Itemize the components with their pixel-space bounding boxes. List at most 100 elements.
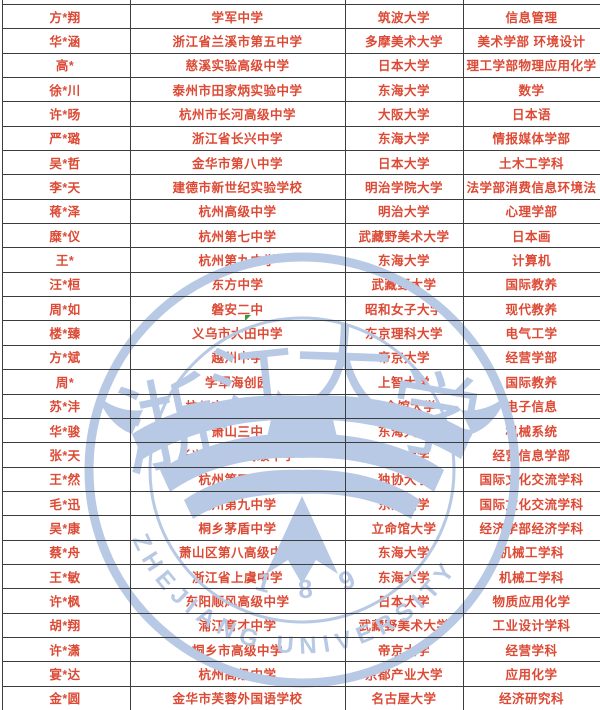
university-cell: 立命馆大学 (371, 400, 437, 415)
name-cell: 王* (55, 254, 75, 269)
school-cell: 杭州第九中学 (198, 497, 277, 512)
name-cell: 宴*达 (49, 667, 81, 682)
university-cell: 东海大学 (377, 424, 430, 439)
table-row: 李*天 建德市新世纪实验学校 明治学院大学 法学部消费信息环境法 (0, 174, 600, 198)
university-cell: 东海大学 (377, 570, 430, 585)
major-cell: 计算机 (511, 254, 551, 269)
major-cell: 国际文化交流学科 (479, 473, 584, 488)
major-cell: 应用化学 (505, 667, 558, 682)
school-cell: 义乌市大田中学 (191, 327, 283, 342)
major-cell: 经营学科 (505, 643, 558, 658)
university-cell: 日本大学 (377, 59, 430, 74)
school-cell: 杭州第九中学 (198, 254, 277, 269)
major-cell: 工业设计学科 (492, 619, 571, 634)
school-cell: 萧山区第八高级中学 (178, 546, 296, 561)
school-cell: 越州中学 (211, 351, 264, 366)
name-cell: 吴*康 (49, 521, 81, 536)
table-row: 许*枫 东阳顺风高级中学 日本大学 物质应用化学 (0, 588, 600, 612)
university-cell: 昭和女子大学 (364, 302, 443, 317)
name-cell: 徐*川 (49, 83, 81, 98)
table-row: 方*翔 学军中学 筑波大学 信息管理 (0, 4, 600, 28)
table-row: 方*斌 越州中学 帝京大学 经营学部 (0, 345, 600, 369)
university-cell: 帝京大学 (377, 448, 430, 463)
name-cell: 方*斌 (49, 351, 81, 366)
major-cell: 理工学部物理应用化学 (466, 59, 597, 74)
school-cell: 长兴南太湖高级中学 (178, 448, 296, 463)
name-cell: 华*涵 (49, 35, 81, 50)
university-cell: 帝京大学 (377, 643, 430, 658)
university-cell: 多摩美术大学 (364, 35, 443, 50)
table-row: 胡*翔 浦江育才中学 武藏野美术大学 工业设计学科 (0, 613, 600, 637)
school-cell: 浙江省长兴中学 (191, 132, 283, 147)
university-cell: 东京理科大学 (364, 327, 443, 342)
school-cell: 桐乡市高级中学 (191, 643, 283, 658)
name-cell: 毛*迅 (49, 497, 81, 512)
major-cell: 数学 (518, 83, 545, 98)
school-cell: 萧山三中 (211, 424, 264, 439)
school-cell: 金华市芙蓉外国语学校 (172, 692, 303, 707)
university-cell: 东海大学 (377, 132, 430, 147)
major-cell: 国际文化交流学科 (479, 497, 584, 512)
major-cell: 日本语 (511, 108, 551, 123)
name-cell: 汪*桓 (49, 278, 81, 293)
name-cell: 糜*仪 (49, 229, 81, 244)
name-cell: 许*潇 (49, 643, 81, 658)
name-cell: 王*敏 (49, 570, 81, 585)
table-row: 苏*沣 杭州市田家炳中学 立命馆大学 电子信息 (0, 394, 600, 418)
table-row: 严*璐 浙江省长兴中学 东海大学 情报媒体学部 (0, 126, 600, 150)
major-cell: 国际教养 (505, 375, 558, 390)
university-cell: 名古屋大学 (371, 692, 437, 707)
university-cell: 筑波大学 (377, 10, 430, 25)
school-cell: 建德市新世纪实验学校 (172, 181, 303, 196)
major-cell: 日本画 (511, 229, 551, 244)
name-cell: 华*骏 (49, 424, 81, 439)
university-cell: 日本大学 (377, 156, 430, 171)
university-cell: 东海大学 (377, 83, 430, 98)
school-cell: 浙江省兰溪市第五中学 (172, 35, 303, 50)
major-cell: 机械工学科 (498, 570, 564, 585)
table-row: 楼*臻 义乌市大田中学 东京理科大学 电气工学 (0, 320, 600, 344)
major-cell: 电气工学 (505, 327, 558, 342)
major-cell: 法学部消费信息环境法 (466, 181, 597, 196)
university-cell: 上智大学 (377, 375, 430, 390)
university-cell: 东海大学 (377, 254, 430, 269)
table-row: 华*骏 萧山三中 东海大学 机械系统 (0, 418, 600, 442)
major-cell: 经营信息学部 (492, 448, 571, 463)
major-cell: 机械系统 (505, 424, 558, 439)
university-cell: 京都产业大学 (364, 667, 443, 682)
major-cell: 经济研究科 (498, 692, 564, 707)
university-cell: 明治学院大学 (364, 181, 443, 196)
major-cell: 信息管理 (505, 10, 558, 25)
name-cell: 周*如 (49, 302, 81, 317)
school-cell: 浙江省上虞中学 (191, 570, 283, 585)
major-cell: 经营学部 (505, 351, 558, 366)
school-cell: 学军海创园 (204, 375, 270, 390)
table-row: 吴*哲 金华市第八中学 日本大学 土木工学科 (0, 150, 600, 174)
major-cell: 心理学部 (505, 205, 558, 220)
table-row: 糜*仪 杭州第七中学 武藏野美术大学 日本画 (0, 223, 600, 247)
school-cell: 东阳顺风高级中学 (185, 594, 290, 609)
university-cell: 大阪大学 (377, 108, 430, 123)
school-cell: 杭州市长河高级中学 (178, 108, 296, 123)
university-cell: 武藏野美术大学 (358, 229, 450, 244)
university-cell: 日本大学 (377, 594, 430, 609)
cell-comment-marker (245, 315, 251, 321)
table-row: 高* 慈溪实验高级中学 日本大学 理工学部物理应用化学 (0, 53, 600, 77)
major-cell: 现代教养 (505, 302, 558, 317)
table-row: 蒋*泽 杭州高级中学 明治大学 心理学部 (0, 199, 600, 223)
school-cell: 浦江育才中学 (198, 619, 277, 634)
table-row: 许*潇 桐乡市高级中学 帝京大学 经营学科 (0, 637, 600, 661)
university-cell: 明治大学 (377, 205, 430, 220)
school-cell: 慈溪实验高级中学 (185, 59, 290, 74)
name-cell: 许*枫 (49, 594, 81, 609)
table-row: 周*如 磐安二中 昭和女子大学 现代教养 (0, 296, 600, 320)
name-cell: 张*天 (49, 448, 81, 463)
school-cell: 杭州第七中学 (198, 229, 277, 244)
name-cell: 高* (55, 59, 75, 74)
table-row: 毛*迅 杭州第九中学 东洋大学 国际文化交流学科 (0, 491, 600, 515)
table-row: 周* 学军海创园 上智大学 国际教养 (0, 369, 600, 393)
table-row: 王* 杭州第九中学 东海大学 计算机 (0, 247, 600, 271)
name-cell: 李*天 (49, 181, 81, 196)
table-row: 汪*桓 东方中学 武藏野大学 国际教养 (0, 272, 600, 296)
